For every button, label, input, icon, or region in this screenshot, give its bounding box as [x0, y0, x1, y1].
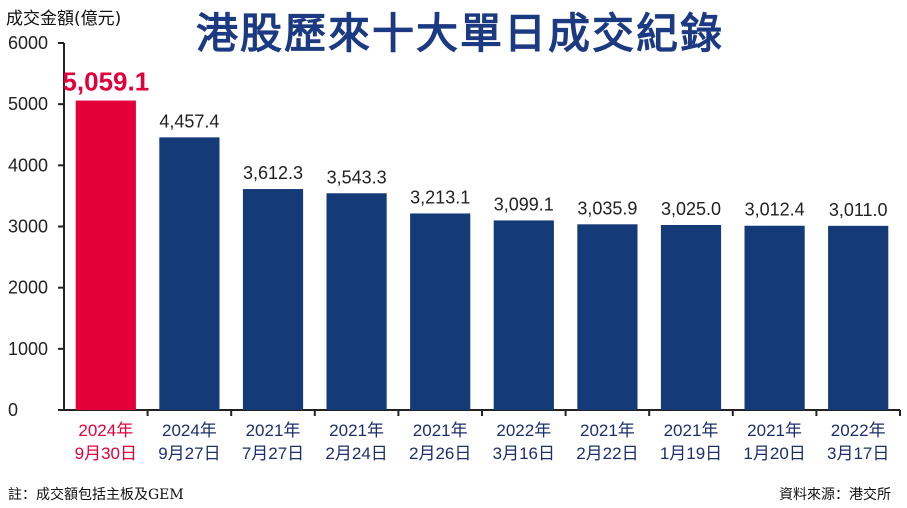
x-tick-label: 2024年	[162, 421, 217, 440]
y-tick-label: 5000	[8, 94, 48, 114]
bar	[75, 100, 136, 410]
bar	[744, 225, 805, 410]
data-label: 3,213.1	[410, 187, 470, 207]
bar	[326, 193, 387, 410]
bar-chart: 0 1000 2000 3000 4000 5000 6000 5,059.1 2024年 9月3…	[8, 33, 901, 463]
data-label: 3,012.4	[745, 200, 805, 220]
y-tick-label: 3000	[8, 217, 48, 237]
x-tick-label: 2021年	[413, 421, 468, 440]
x-tick-label: 2月26日	[409, 444, 471, 463]
x-tick-label: 2月22日	[576, 444, 638, 463]
x-tick-label: 3月17日	[827, 444, 889, 463]
footnote: 註：成交額包括主板及GEM	[8, 487, 184, 503]
data-label: 3,011.0	[829, 200, 888, 220]
bar	[159, 137, 220, 410]
bar	[577, 224, 638, 410]
x-tick-label: 7月27日	[242, 444, 304, 463]
bar	[828, 225, 889, 410]
x-tick-label: 2021年	[580, 421, 635, 440]
source-note: 資料來源：港交所	[779, 487, 891, 503]
x-tick-label: 2021年	[747, 421, 802, 440]
data-label: 4,457.4	[159, 111, 219, 131]
x-tick-label: 1月20日	[743, 444, 805, 463]
data-label: 3,612.3	[243, 163, 303, 183]
x-tick-label: 1月19日	[660, 444, 722, 463]
x-tick-label: 3月16日	[493, 444, 555, 463]
y-tick-label: 2000	[8, 278, 48, 298]
x-tick-label: 2021年	[246, 421, 301, 440]
y-tick-label: 6000	[8, 33, 48, 53]
x-tick-label: 2021年	[664, 421, 719, 440]
x-tick-label: 2月24日	[325, 444, 387, 463]
bar	[410, 213, 471, 410]
x-tick-label: 9月27日	[158, 444, 220, 463]
x-tick-label: 2021年	[329, 421, 384, 440]
data-label: 3,035.9	[577, 198, 637, 218]
data-label: 3,099.1	[494, 194, 554, 214]
chart-title: 港股歷來十大單日成交紀錄	[195, 9, 724, 58]
data-label: 5,059.1	[62, 67, 149, 97]
y-tick-label: 1000	[8, 339, 48, 359]
x-tick-label: 2022年	[496, 421, 551, 440]
data-label: 3,543.3	[327, 167, 387, 187]
y-tick-label: 0	[8, 400, 18, 420]
bar	[493, 220, 554, 410]
y-tick-label: 4000	[8, 155, 48, 175]
x-tick-label: 9月30日	[75, 444, 137, 463]
x-tick-label: 2024年	[78, 421, 133, 440]
x-tick-label: 2022年	[831, 421, 886, 440]
bar	[242, 189, 304, 410]
bar	[660, 224, 722, 410]
data-label: 3,025.0	[661, 199, 721, 219]
y-axis-label: 成交金額(億元)	[6, 9, 122, 29]
